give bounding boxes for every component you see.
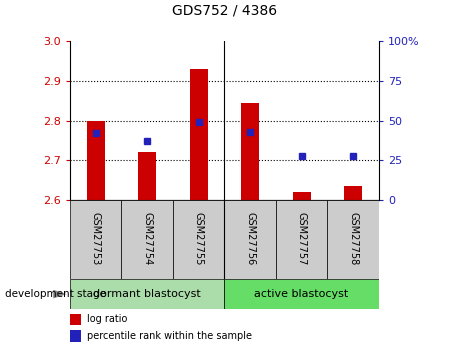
- Bar: [70, 200, 121, 279]
- Bar: [138, 152, 156, 200]
- Text: log ratio: log ratio: [87, 314, 127, 324]
- Bar: [224, 279, 379, 309]
- Text: active blastocyst: active blastocyst: [254, 289, 349, 299]
- Text: development stage: development stage: [5, 289, 106, 299]
- Polygon shape: [53, 290, 67, 298]
- Text: GSM27756: GSM27756: [245, 211, 255, 265]
- Bar: [70, 331, 81, 342]
- Text: GSM27757: GSM27757: [297, 211, 307, 265]
- Text: GSM27755: GSM27755: [193, 211, 204, 265]
- Bar: [173, 200, 224, 279]
- Bar: [87, 121, 105, 200]
- Bar: [344, 186, 362, 200]
- Text: GSM27754: GSM27754: [142, 211, 152, 265]
- Bar: [276, 200, 327, 279]
- Bar: [293, 192, 311, 200]
- Bar: [70, 314, 81, 325]
- Bar: [189, 69, 207, 200]
- Text: dormant blastocyst: dormant blastocyst: [93, 289, 201, 299]
- Bar: [70, 279, 224, 309]
- Bar: [327, 200, 379, 279]
- Text: GDS752 / 4386: GDS752 / 4386: [172, 3, 277, 17]
- Text: GSM27758: GSM27758: [348, 211, 358, 265]
- Text: percentile rank within the sample: percentile rank within the sample: [87, 331, 252, 341]
- Bar: [121, 200, 173, 279]
- Bar: [241, 103, 259, 200]
- Bar: [224, 200, 276, 279]
- Text: GSM27753: GSM27753: [91, 211, 101, 265]
